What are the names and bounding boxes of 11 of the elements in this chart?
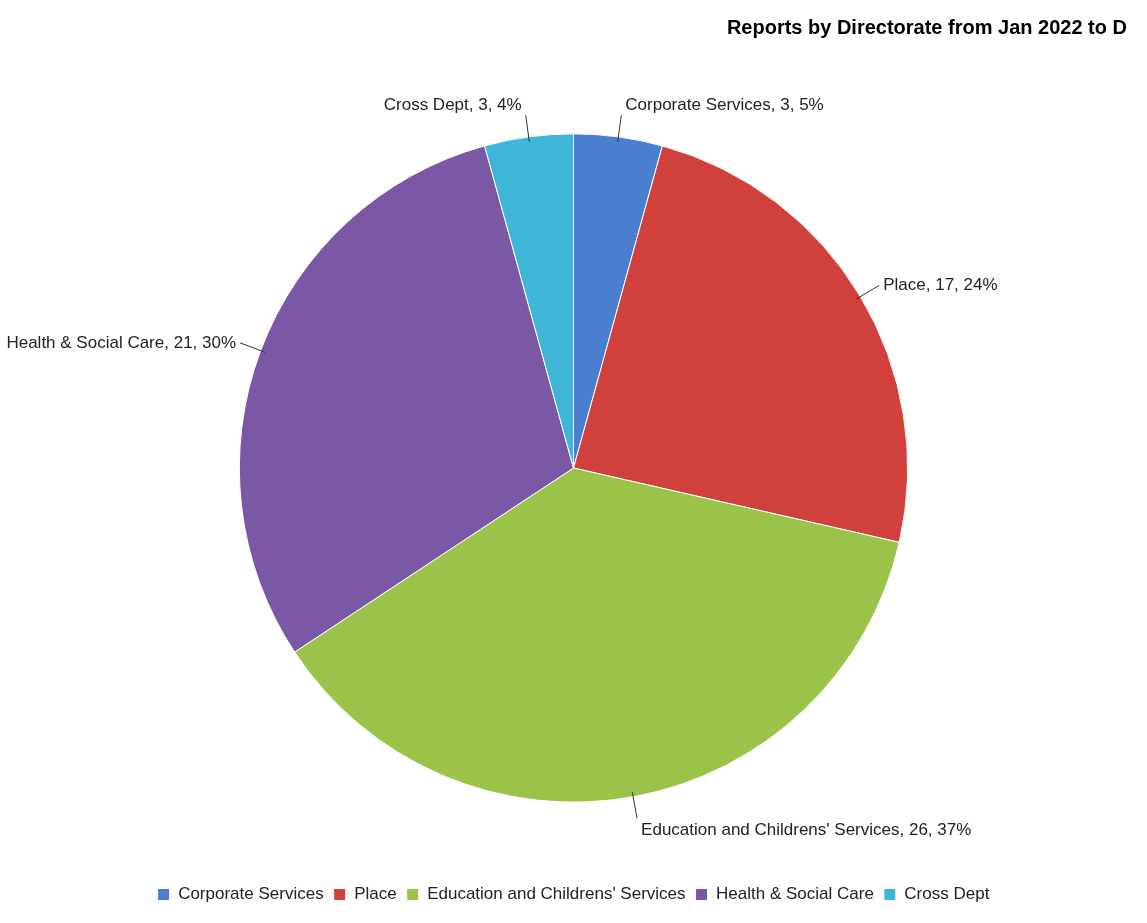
data-label: Education and Childrens' Services, 26, 37% (641, 820, 972, 840)
legend-label: Education and Childrens' Services (427, 884, 686, 904)
data-label: Corporate Services, 3, 5% (625, 94, 824, 114)
legend-label: Health & Social Care (716, 884, 874, 904)
legend-label: Cross Dept (904, 884, 990, 904)
legend-label: Corporate Services (178, 884, 324, 904)
data-label: Health & Social Care, 21, 30% (6, 332, 237, 352)
data-label: Cross Dept, 3, 4% (383, 94, 522, 114)
data-label: Place, 17, 24% (883, 275, 998, 295)
chart-title: Reports by Directorate from Jan 2022 to D (726, 15, 1127, 38)
legend-label: Place (354, 884, 397, 904)
